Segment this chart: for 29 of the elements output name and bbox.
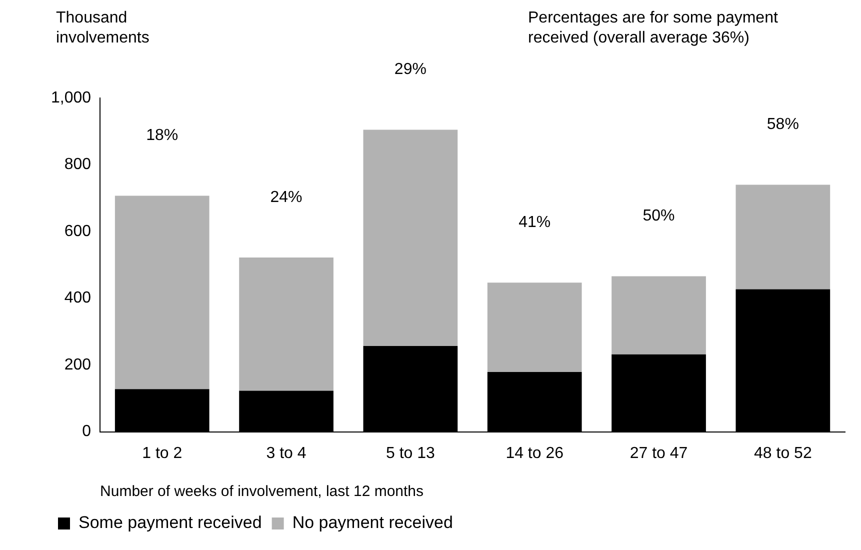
text: Percentages are for some payment received (overall average 36%) [528, 9, 778, 46]
y-tick-label: 800 [64, 156, 92, 174]
annotation: 18% [146, 127, 178, 144]
y-axis-title: Thousand involvements [56, 9, 150, 46]
bar [239, 258, 334, 391]
legend-label: No payment received [292, 513, 453, 532]
y-tick-label: 1,000 [50, 89, 92, 106]
bar [114, 196, 210, 390]
y-tick-label: 600 [64, 222, 92, 240]
bar [736, 184, 830, 290]
x-tick-label: 14 to 26 [506, 444, 564, 462]
legend-label: Some payment received [78, 513, 262, 532]
x-tick-label: 5 to 13 [386, 444, 435, 462]
x-axis-title: Number of weeks of involvement, last 12 months [100, 483, 424, 500]
bar [487, 282, 582, 372]
x-tick-label: 27 to 47 [630, 444, 688, 462]
bar [363, 130, 458, 346]
x-tick-label: 3 to 4 [266, 444, 306, 462]
annotation: 24% [270, 188, 302, 206]
y-tick-label: 200 [64, 356, 92, 374]
annotation: 50% [642, 208, 675, 225]
bar [612, 276, 706, 354]
annotation: 41% [518, 214, 551, 231]
y-tick-label: 0 [82, 423, 92, 440]
text: 29% [394, 61, 426, 78]
y-tick-label: 400 [64, 290, 92, 307]
annotation: 58% [766, 116, 799, 134]
x-tick-label: 1 to 2 [142, 444, 182, 462]
x-tick-label: 48 to 52 [754, 444, 812, 462]
